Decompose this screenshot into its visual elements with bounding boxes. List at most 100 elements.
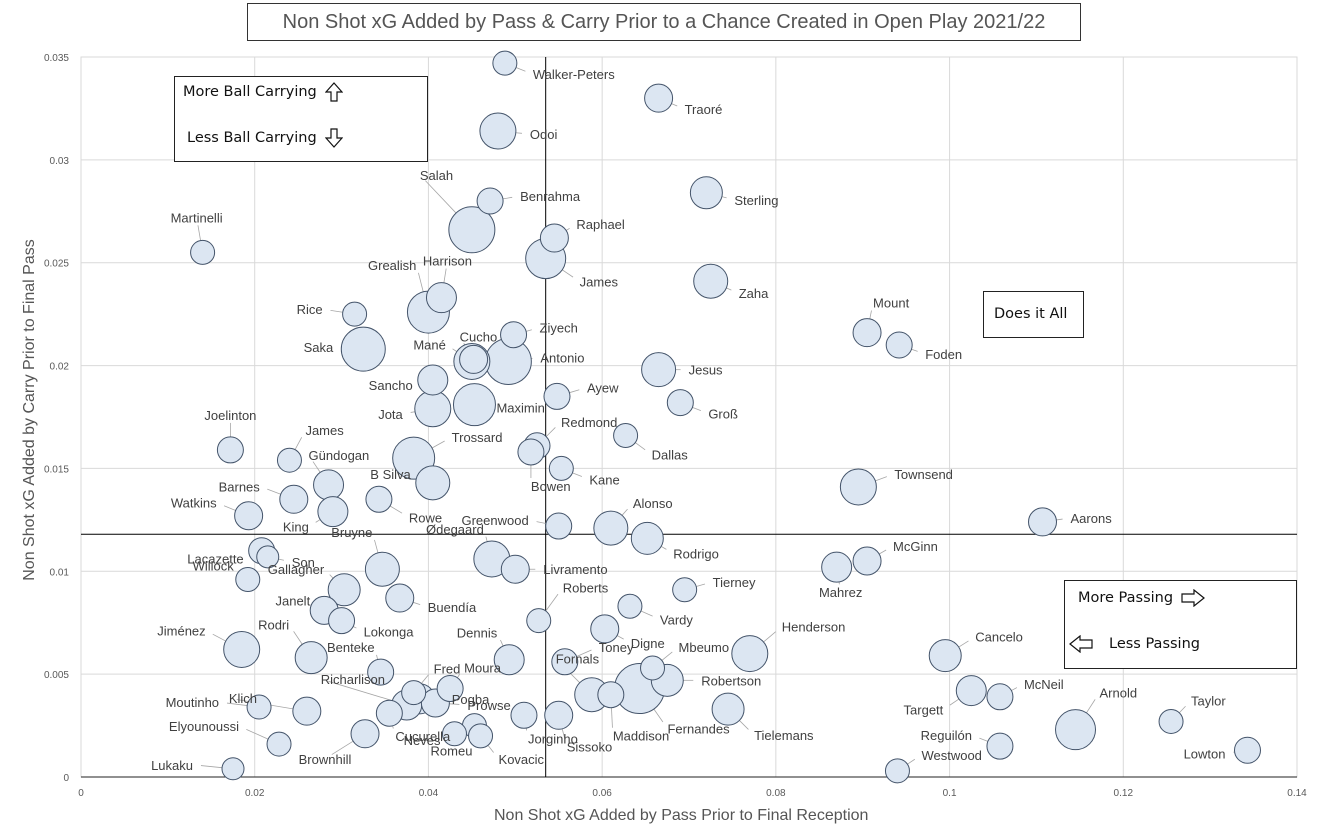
point-label: Walker-Peters	[533, 67, 615, 82]
point-label: Gündogan	[309, 448, 370, 463]
point-label: Vardy	[660, 612, 693, 627]
data-point	[328, 607, 356, 635]
point-label: Toney	[599, 640, 634, 655]
leader-line	[246, 729, 269, 740]
data-point	[234, 501, 264, 531]
data-point	[928, 639, 962, 673]
data-point	[417, 364, 449, 396]
leader-line	[635, 442, 646, 451]
point-label: Sissoko	[567, 739, 613, 754]
y-tick-label: 0.015	[44, 464, 69, 475]
data-points	[190, 50, 1261, 784]
leader-line	[611, 707, 613, 728]
data-point	[479, 112, 517, 150]
data-point	[955, 675, 987, 707]
data-point	[476, 187, 504, 215]
tick-labels: 0 0.02 0.04 0.06 0.08 0.1 0.12 0.14 0 0.005 0.01 0.…	[44, 53, 1307, 799]
leader-line	[572, 472, 583, 477]
leader-line	[1011, 687, 1018, 691]
y-tick-label: 0.035	[44, 53, 69, 64]
point-label: Mount	[873, 296, 910, 311]
leader-line	[561, 728, 566, 739]
leader-line	[197, 225, 201, 241]
data-point	[693, 263, 729, 299]
point-label: Ødegaard	[426, 522, 484, 537]
point-label: Raphael	[576, 217, 625, 232]
x-tick-label: 0.04	[419, 788, 439, 799]
data-point	[852, 546, 882, 576]
leader-line	[545, 427, 556, 437]
leader-line	[1056, 518, 1063, 521]
leader-line	[949, 698, 960, 706]
point-label: Salah	[420, 168, 453, 183]
data-point	[544, 700, 574, 730]
data-point	[425, 282, 457, 314]
leader-line	[515, 67, 526, 72]
data-point	[672, 577, 698, 603]
data-point	[711, 692, 745, 726]
data-point	[313, 469, 345, 501]
point-label: James	[580, 275, 619, 290]
data-point	[266, 731, 292, 757]
data-point	[401, 680, 427, 706]
leader-line	[226, 702, 248, 706]
point-label: Gallagher	[268, 562, 325, 577]
less-carry-label: Less Ball Carrying	[187, 130, 317, 146]
point-label: Fernandes	[667, 722, 730, 737]
data-point	[1055, 709, 1097, 751]
point-label: Lacazette	[187, 552, 243, 567]
point-label: Townsend	[894, 467, 953, 482]
leader-line	[315, 519, 321, 523]
leader-line	[565, 227, 570, 231]
data-point	[852, 318, 882, 348]
x-tick-label: 0.02	[245, 788, 265, 799]
data-point	[641, 352, 677, 388]
data-point	[510, 701, 538, 729]
leader-line	[331, 740, 354, 755]
less-carry-annotation: Less Ball Carrying	[187, 128, 343, 148]
point-label: Tielemans	[754, 728, 814, 743]
point-label: Digne	[631, 636, 665, 651]
leader-line	[374, 539, 379, 553]
does-it-all-label: Does it All	[994, 306, 1068, 322]
arrow-up-icon	[324, 82, 343, 102]
point-label: McGinn	[893, 539, 938, 554]
point-label: Livramento	[543, 562, 607, 577]
point-label: Maddison	[613, 729, 669, 744]
data-point	[885, 331, 913, 359]
point-label: Willock	[193, 559, 235, 574]
more-carry-annotation: More Ball Carrying	[183, 82, 343, 102]
leader-line	[660, 546, 667, 550]
point-label: Zaha	[739, 286, 769, 301]
data-point	[256, 545, 280, 569]
data-point	[493, 644, 525, 676]
data-point	[666, 389, 694, 417]
point-label: Brownhill	[299, 752, 352, 767]
leader-line	[640, 610, 653, 617]
carry-legend-box: More Ball Carrying Less Ball Carrying	[174, 76, 428, 162]
arrow-right-icon	[1181, 589, 1206, 607]
leader-line	[412, 601, 421, 605]
point-label: Antonio	[540, 350, 584, 365]
leader-line	[1086, 699, 1096, 714]
point-label: Martinelli	[171, 210, 223, 225]
point-label: Bowen	[531, 479, 571, 494]
point-label: Saka	[304, 340, 334, 355]
data-point	[436, 675, 464, 703]
point-label: Henderson	[782, 620, 846, 635]
more-passing-label: More Passing	[1078, 590, 1174, 606]
data-point	[327, 573, 361, 607]
data-point	[276, 447, 302, 473]
point-label: Sancho	[369, 378, 413, 393]
data-point	[279, 484, 309, 514]
data-point	[459, 344, 489, 374]
point-label: Neves	[404, 733, 441, 748]
point-label: Benteke	[327, 640, 375, 655]
leader-line	[200, 765, 223, 769]
data-point	[342, 301, 368, 327]
data-point	[986, 732, 1014, 760]
y-tick-label: 0.01	[50, 567, 70, 578]
point-label: B Silva	[370, 467, 411, 482]
data-point	[551, 648, 579, 676]
